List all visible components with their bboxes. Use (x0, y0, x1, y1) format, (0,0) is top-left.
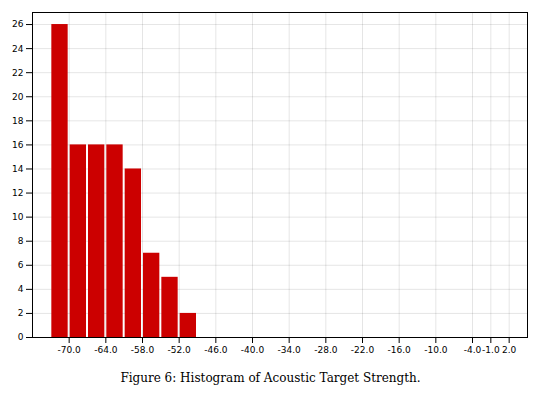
svg-text:-58.0: -58.0 (131, 345, 155, 355)
svg-text:-34.0: -34.0 (278, 345, 302, 355)
svg-text:-46.0: -46.0 (204, 345, 228, 355)
svg-text:-70.0: -70.0 (58, 345, 82, 355)
svg-text:4: 4 (18, 284, 24, 294)
svg-text:0: 0 (18, 332, 24, 342)
svg-text:-40.0: -40.0 (241, 345, 265, 355)
html-text:Figure 6: Histogram of Acousti: Figure 6: Histogram of Acoustic Target S… (120, 371, 421, 385)
svg-text:6: 6 (18, 260, 24, 270)
svg-text:10: 10 (12, 212, 24, 222)
svg-text:-22.0: -22.0 (351, 345, 375, 355)
svg-text:22: 22 (12, 68, 23, 78)
svg-text:-1.0: -1.0 (482, 345, 500, 355)
svg-text:24: 24 (12, 43, 24, 53)
svg-text:-28.0: -28.0 (314, 345, 338, 355)
svg-text:20: 20 (12, 92, 24, 102)
svg-text:-4.0: -4.0 (464, 345, 482, 355)
svg-text:2.0: 2.0 (502, 345, 517, 355)
svg-text:16: 16 (12, 140, 24, 150)
svg-text:26: 26 (12, 19, 24, 29)
svg-text:14: 14 (12, 164, 24, 174)
svg-text:-10.0: -10.0 (424, 345, 448, 355)
svg-text:-16.0: -16.0 (388, 345, 412, 355)
svg-text:-52.0: -52.0 (168, 345, 192, 355)
svg-text:-64.0: -64.0 (94, 345, 118, 355)
svg-text:12: 12 (12, 188, 23, 198)
svg-text:8: 8 (18, 236, 24, 246)
svg-text:2: 2 (18, 308, 24, 318)
svg-text:18: 18 (12, 116, 24, 126)
